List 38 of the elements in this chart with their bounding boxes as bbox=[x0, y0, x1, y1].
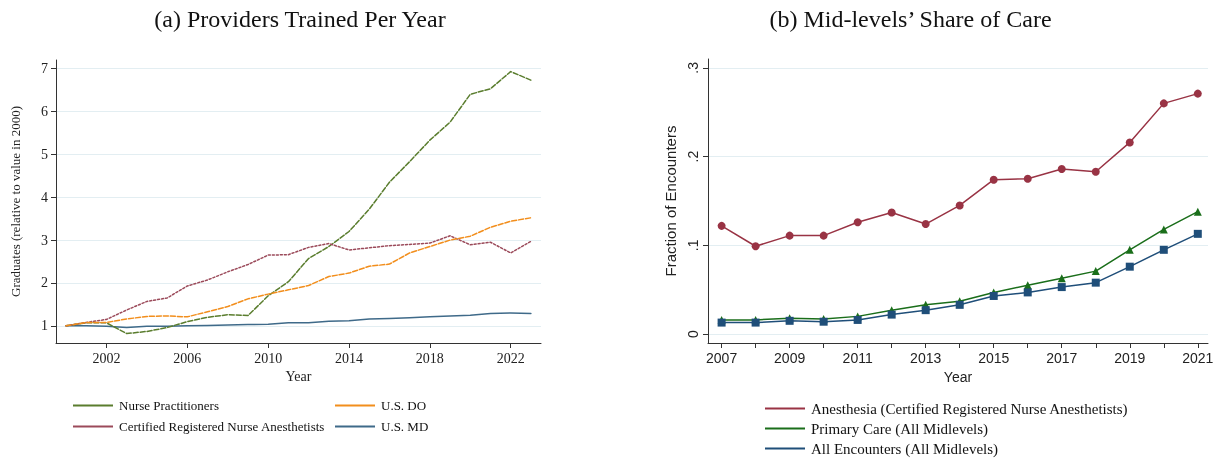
legend-label: Certified Registered Nurse Anesthetists bbox=[119, 419, 325, 434]
y-tick-label: .3 bbox=[685, 61, 701, 74]
x-tick-label: 2018 bbox=[415, 350, 444, 366]
x-tick-label: 2013 bbox=[910, 350, 942, 366]
legend-label: Anesthesia (Certified Registered Nurse Anesthetists) bbox=[811, 400, 1128, 418]
y-tick-label: 6 bbox=[41, 103, 48, 119]
x-tick-label: 2007 bbox=[706, 350, 738, 366]
legend-label: U.S. DO bbox=[381, 398, 427, 413]
y-tick-label: 0 bbox=[685, 330, 701, 339]
y-axis-title: Fraction of Encounters bbox=[662, 125, 679, 277]
x-axis-title: Year bbox=[285, 369, 312, 385]
y-tick-label: 2 bbox=[41, 275, 48, 291]
x-tick-label: 2011 bbox=[842, 350, 873, 366]
y-tick-label: 1 bbox=[41, 318, 48, 334]
y-tick-label: 4 bbox=[41, 189, 48, 205]
x-tick-label: 2021 bbox=[1182, 350, 1214, 366]
legend-label: Primary Care (All Midlevels) bbox=[811, 420, 989, 438]
legend-label: Nurse Practitioners bbox=[119, 398, 220, 413]
x-tick-label: 2010 bbox=[254, 350, 283, 366]
x-tick-label: 2022 bbox=[496, 350, 525, 366]
y-tick-label: 3 bbox=[41, 232, 48, 248]
x-tick-label: 2019 bbox=[1114, 350, 1146, 366]
x-tick-label: 2017 bbox=[1046, 350, 1078, 366]
y-tick-label: 7 bbox=[41, 61, 48, 77]
x-tick-label: 2002 bbox=[92, 350, 121, 366]
y-tick-label: .2 bbox=[685, 150, 701, 163]
x-tick-label: 2015 bbox=[978, 350, 1010, 366]
chart-title: (b) Mid-levels’ Share of Care bbox=[769, 6, 1052, 32]
legend-label: All Encounters (All Midlevels) bbox=[811, 440, 999, 458]
y-tick-label: .1 bbox=[685, 239, 701, 252]
y-tick-label: 5 bbox=[41, 146, 48, 162]
x-tick-label: 2009 bbox=[774, 350, 806, 366]
y-axis-title: Graduates (relative to value in 2000) bbox=[8, 106, 23, 297]
chart-title: (a) Providers Trained Per Year bbox=[154, 6, 446, 32]
x-tick-label: 2014 bbox=[335, 350, 364, 366]
x-axis-title: Year bbox=[943, 368, 973, 385]
x-tick-label: 2006 bbox=[173, 350, 202, 366]
legend-label: U.S. MD bbox=[381, 419, 429, 434]
